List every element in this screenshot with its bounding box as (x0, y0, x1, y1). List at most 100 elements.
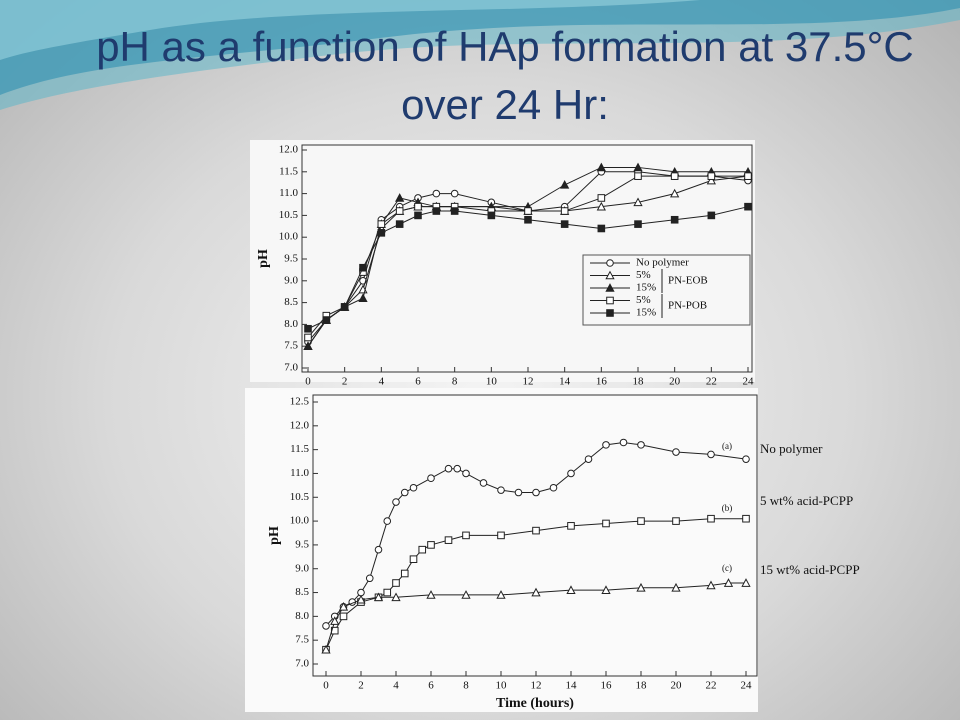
marker (601, 585, 611, 594)
x-tick-label: 20 (671, 680, 683, 692)
marker (560, 207, 569, 215)
marker (400, 569, 409, 578)
marker (524, 207, 532, 215)
marker (744, 172, 752, 180)
marker (303, 341, 313, 350)
marker (340, 303, 349, 311)
marker (741, 578, 751, 587)
y-tick-label: 8.5 (284, 296, 298, 308)
y-tick-label: 7.0 (284, 362, 298, 374)
legend-group-label: PN-EOB (668, 275, 708, 287)
legend-label: No polymer (636, 257, 689, 269)
marker (487, 211, 496, 220)
marker (605, 270, 615, 280)
marker (514, 488, 523, 497)
marker (532, 526, 540, 535)
chart-image (250, 140, 755, 382)
x-tick-label: 22 (706, 376, 717, 388)
marker (373, 592, 384, 602)
x-tick-label: 24 (743, 376, 755, 388)
marker (418, 545, 427, 554)
marker (707, 211, 716, 220)
x-tick-label: 0 (305, 376, 311, 388)
marker (619, 438, 628, 447)
marker (339, 612, 348, 621)
legend-box (582, 254, 751, 326)
x-tick-label: 10 (486, 376, 498, 388)
marker (671, 582, 681, 592)
marker (444, 464, 453, 473)
marker (409, 555, 418, 564)
marker (365, 574, 374, 583)
x-tick-label: 14 (559, 376, 571, 388)
marker (358, 293, 368, 303)
y-tick-label: 10.0 (290, 515, 310, 527)
x-tick-label: 12 (531, 680, 542, 692)
marker (672, 517, 680, 525)
x-axis-label: Time (hours) (496, 696, 574, 711)
y-tick-label: 9.0 (295, 562, 309, 574)
chart-image (245, 388, 758, 712)
marker (560, 220, 569, 228)
marker (414, 202, 422, 211)
marker (359, 263, 367, 272)
y-tick-label: 8.5 (295, 586, 309, 598)
marker (330, 616, 340, 625)
annotation: 15 wt% acid-PCPP (760, 562, 860, 577)
marker (606, 259, 614, 267)
x-tick-label: 6 (428, 680, 434, 692)
marker (584, 455, 593, 463)
marker (356, 594, 366, 604)
marker (395, 220, 404, 228)
marker (395, 193, 405, 202)
marker (636, 582, 646, 592)
marker (531, 587, 541, 597)
x-tick-label: 22 (706, 680, 717, 692)
annotation: 5 wt% acid-PCPP (760, 493, 853, 508)
legend-label: 15% (636, 282, 656, 294)
marker (707, 172, 716, 180)
marker (497, 486, 505, 494)
marker (391, 592, 401, 602)
marker (524, 215, 532, 224)
x-tick-label: 8 (463, 680, 469, 692)
legend-label: 5% (636, 294, 651, 306)
marker (400, 488, 409, 497)
marker (497, 531, 505, 540)
marker (606, 296, 614, 305)
marker (304, 324, 312, 333)
x-tick-label: 12 (523, 376, 534, 388)
y-tick-label: 11.0 (279, 187, 298, 199)
series-label: (c) (722, 563, 732, 573)
y-tick-label: 9.5 (284, 253, 298, 265)
y-tick-label: 11.5 (279, 165, 298, 177)
y-tick-label: 10.5 (290, 491, 310, 503)
marker (322, 622, 330, 630)
marker (479, 479, 488, 487)
marker (383, 588, 392, 597)
x-tick-label: 6 (415, 376, 421, 388)
marker (742, 455, 750, 463)
marker (321, 644, 331, 654)
x-tick-label: 20 (669, 376, 681, 388)
x-tick-label: 16 (601, 680, 613, 692)
legend-group-label: PN-POB (668, 300, 707, 312)
marker (461, 590, 471, 599)
marker (338, 601, 349, 611)
wave (0, 0, 960, 95)
marker (605, 283, 615, 292)
marker (450, 207, 459, 215)
marker (392, 498, 400, 506)
marker (596, 201, 606, 211)
marker (707, 450, 715, 459)
marker (549, 483, 558, 492)
marker (450, 189, 459, 198)
marker (462, 531, 470, 540)
y-tick-label: 8.0 (284, 318, 298, 330)
marker (602, 519, 610, 528)
marker (723, 578, 734, 587)
x-tick-label: 16 (596, 376, 608, 388)
marker (706, 580, 716, 590)
marker (426, 590, 436, 599)
marker (706, 175, 716, 185)
